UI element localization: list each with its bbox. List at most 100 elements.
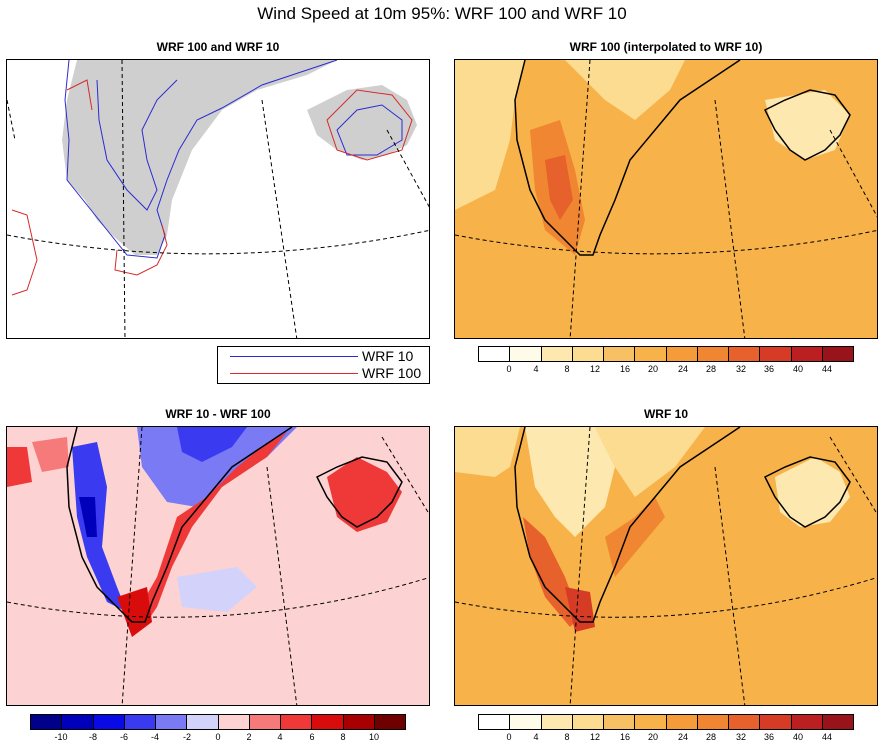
legend-item-wrf100: WRF 100 (218, 365, 429, 383)
contour-wrf100-finland (326, 89, 413, 161)
diff-swatch (62, 715, 94, 729)
coastline-finland (763, 456, 851, 528)
speed-swatch (791, 347, 823, 361)
speed-tick-label: 44 (821, 732, 833, 742)
longitude-line-2 (714, 466, 746, 705)
panel-title-difference: WRF 10 - WRF 100 (165, 407, 271, 421)
diff-tick-label: 6 (309, 732, 315, 742)
diff-tick-label: -10 (54, 732, 68, 742)
speed-swatch (635, 347, 667, 361)
light-area-north (565, 60, 685, 120)
legend-line-wrf10 (230, 356, 358, 357)
legend-item-wrf10: WRF 10 (218, 348, 429, 366)
light-area-interior (595, 427, 705, 497)
diff-swatch (312, 715, 344, 729)
diff-tick-label: 8 (340, 732, 346, 742)
line-legend: WRF 10 WRF 100 (217, 346, 430, 384)
speed-tick-label: 0 (506, 364, 512, 374)
speed-colorbar-top-labels: 0 4 8 12 16 20 24 28 32 36 40 44 (478, 364, 854, 378)
legend-label-wrf10: WRF 10 (362, 348, 414, 364)
diff-tick-label: 4 (277, 732, 283, 742)
longitude-line-1 (569, 427, 591, 705)
red-area-south-tip (117, 587, 152, 637)
speed-swatch (510, 715, 542, 729)
longitude-line-2 (714, 99, 746, 338)
speed-tick-label: 44 (821, 364, 833, 374)
diff-swatch (31, 715, 63, 729)
blue-area-west-coast (72, 442, 127, 612)
longitude-line-3 (381, 436, 429, 515)
map-panel-wrf100[interactable] (454, 59, 878, 339)
map-panel-difference[interactable] (6, 426, 430, 706)
longitude-line-1 (121, 427, 143, 705)
diff-tick-label: -8 (88, 732, 98, 742)
speed-tick-label: 12 (589, 364, 601, 374)
figure-title: Wind Speed at 10m 95%: WRF 100 and WRF 1… (257, 4, 627, 23)
longitude-line-3 (386, 129, 429, 208)
red-area-finland (327, 457, 402, 532)
speed-swatch (760, 715, 792, 729)
contour-wrf100 (11, 209, 38, 296)
panel-title-wrf10: WRF 10 (643, 407, 688, 421)
speed-swatch (729, 715, 761, 729)
speed-colorbar-top (478, 346, 854, 362)
longitude-line-3 (829, 436, 877, 515)
speed-swatch (541, 715, 573, 729)
longitude-line-1 (121, 60, 126, 338)
speed-tick-label: 28 (705, 364, 717, 374)
speed-swatch (635, 715, 667, 729)
blue-area-west-core (79, 497, 97, 537)
speed-tick-label: 8 (564, 732, 570, 742)
contour-wrf100-coast (114, 224, 168, 276)
panel-title-wrf100: WRF 100 (interpolated to WRF 10) (569, 40, 763, 54)
diff-swatch (374, 715, 405, 729)
coastline (66, 427, 293, 623)
diff-tick-label: 2 (246, 732, 252, 742)
high-area-inland (605, 497, 665, 577)
blue-area-north-dark (177, 427, 247, 462)
longitude-line-3 (829, 129, 877, 218)
speed-swatch (791, 715, 823, 729)
diff-swatch (343, 715, 375, 729)
light-area-land (525, 427, 615, 537)
diff-swatch (156, 715, 188, 729)
diff-tick-label: -4 (150, 732, 160, 742)
speed-tick-label: 32 (735, 732, 747, 742)
speed-tick-label: 4 (533, 364, 539, 374)
speed-swatch (697, 347, 729, 361)
map-panel-wrf10[interactable] (454, 426, 878, 706)
speed-tick-label: 40 (792, 732, 804, 742)
light-area-northwest (455, 60, 525, 210)
red-patch-northwest (32, 437, 69, 472)
speed-tick-label: 24 (677, 732, 689, 742)
diff-colorbar-labels: -10 -8 -6 -4 -2 0 2 4 6 8 10 (30, 732, 406, 746)
speed-swatch (479, 715, 511, 729)
contour-wrf100-north (66, 79, 93, 111)
diff-swatch (187, 715, 219, 729)
blue-area-north (137, 427, 297, 507)
speed-swatch (822, 715, 853, 729)
speed-tick-label: 16 (619, 364, 631, 374)
speed-colorbar-bottom-labels: 0 4 8 12 16 20 24 28 32 36 40 44 (478, 732, 854, 746)
speed-swatch (697, 715, 729, 729)
diff-tick-label: 10 (368, 732, 380, 742)
speed-swatch (666, 715, 698, 729)
high-area-coast (523, 517, 580, 627)
speed-tick-label: 36 (763, 732, 775, 742)
speed-tick-label: 12 (589, 732, 601, 742)
latitude-line (455, 229, 877, 255)
map-panel-contours[interactable] (6, 59, 430, 339)
speed-swatch (541, 347, 573, 361)
legend-line-wrf100 (230, 373, 358, 374)
longitude-line-2 (266, 466, 298, 705)
land-mass-finland (307, 85, 417, 160)
speed-swatch (822, 347, 853, 361)
coastline (514, 60, 741, 256)
latitude-line (7, 577, 429, 618)
diff-tick-label: 0 (215, 732, 221, 742)
speed-tick-label: 32 (735, 364, 747, 374)
speed-tick-label: 8 (564, 364, 570, 374)
diff-colorbar (30, 714, 406, 730)
coastline (514, 427, 741, 623)
speed-swatch (479, 347, 511, 361)
